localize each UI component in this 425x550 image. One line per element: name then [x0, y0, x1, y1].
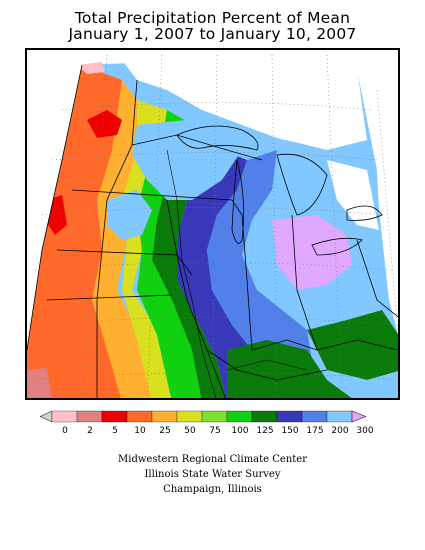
- zone-darkblue-band: [177, 150, 262, 398]
- legend-tick-label: 0: [62, 426, 68, 436]
- zone-darkgreen-se: [307, 310, 398, 380]
- credit-line-3: Champaign, Illinois: [163, 484, 262, 495]
- zone-red-nw: [87, 110, 122, 138]
- zone-pink-sw: [27, 368, 52, 398]
- legend-tick-label: 2: [87, 426, 93, 436]
- zone-nodata-corner-l: [27, 50, 82, 350]
- legend-swatch: [151, 410, 178, 423]
- precipitation-map-svg: [27, 50, 398, 398]
- zone-blue-tongue-left: [107, 190, 152, 240]
- legend-tick-label: 125: [256, 426, 273, 436]
- zone-green-se: [227, 340, 352, 398]
- zone-lavender-east: [272, 215, 352, 290]
- zone-nodata-corner-r: [372, 80, 398, 335]
- legend-tick-label: 75: [209, 426, 220, 436]
- rivers: [166, 149, 308, 398]
- great-lakes: [176, 125, 383, 256]
- legend-tick-label: 25: [159, 426, 170, 436]
- zone-blue-north: [132, 120, 242, 200]
- legend-tick-label: 175: [306, 426, 323, 436]
- legend-tick-label: 150: [281, 426, 298, 436]
- legend-swatch: [276, 410, 303, 423]
- legend-under-arrow: [39, 410, 53, 423]
- legend-tick-label: 50: [184, 426, 196, 436]
- legend-swatch: [326, 410, 353, 423]
- legend-swatch: [76, 410, 103, 423]
- legend-tick-label: 200: [331, 426, 348, 436]
- credit-line-1: Midwestern Regional Climate Center: [118, 454, 307, 465]
- legend-swatch: [251, 410, 278, 423]
- legend-tick-label: 5: [112, 426, 118, 436]
- legend-swatch: [201, 410, 228, 423]
- legend-tick-label: 100: [231, 426, 248, 436]
- map-title-line-2: January 1, 2007 to January 10, 2007: [68, 25, 357, 43]
- color-scale-bar: 0 2 5 10 25 50 75 100 125 150 175 200 300: [39, 410, 374, 436]
- credit-line-2: Illinois State Water Survey: [144, 469, 281, 480]
- map-title-line-1: Total Precipitation Percent of Mean: [74, 9, 351, 27]
- state-boundaries: [27, 64, 398, 398]
- legend-over-arrow: [351, 410, 367, 423]
- legend-tick-label: 300: [356, 426, 373, 436]
- zone-nodata-ne: [327, 160, 379, 230]
- color-scale-legend: 0 2 5 10 25 50 75 100 125 150 175 200 300: [0, 400, 425, 440]
- legend-tick-label: 10: [134, 426, 146, 436]
- legend-swatch: [176, 410, 203, 423]
- precipitation-map: [25, 48, 400, 400]
- legend-swatch: [301, 410, 328, 423]
- zone-pink-nw: [77, 62, 105, 74]
- zone-nodata-north: [122, 58, 367, 150]
- legend-swatch: [51, 410, 78, 423]
- legend-swatch: [101, 410, 128, 423]
- zone-ltblue-se: [327, 370, 398, 398]
- legend-swatch: [226, 410, 253, 423]
- zone-ltgreen-west: [122, 100, 172, 398]
- legend-swatch: [126, 410, 153, 423]
